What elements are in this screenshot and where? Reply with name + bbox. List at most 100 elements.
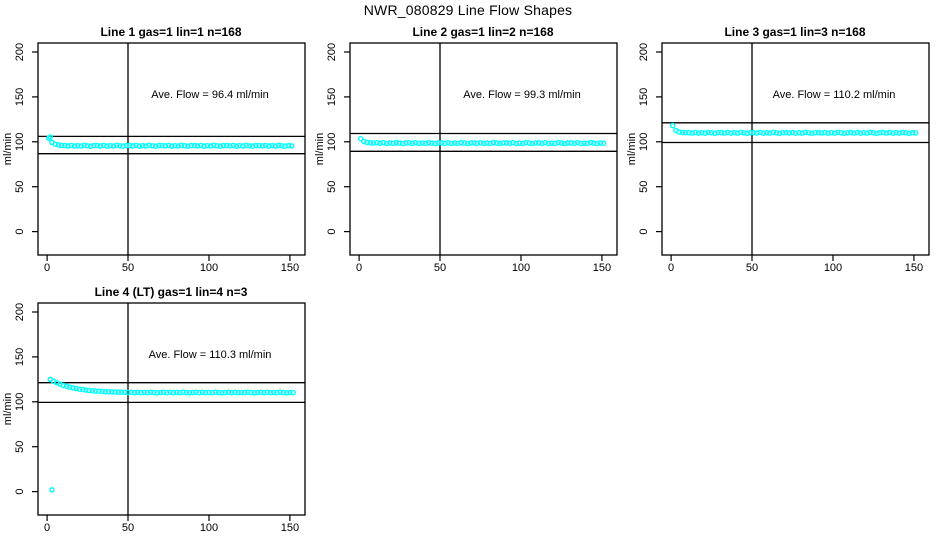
plot-box — [661, 42, 930, 256]
data-point — [818, 130, 825, 136]
x-tick-label: 50 — [122, 522, 134, 534]
data-point — [167, 389, 173, 396]
data-point — [254, 389, 261, 396]
data-point — [909, 129, 916, 136]
data-point — [867, 129, 873, 136]
data-point — [168, 143, 175, 149]
data-point — [115, 389, 122, 395]
data-point — [851, 130, 857, 136]
data-point — [240, 143, 246, 149]
x-tick-label: 150 — [905, 262, 923, 274]
data-point — [779, 129, 786, 136]
data-point — [594, 140, 600, 147]
data-point — [857, 130, 864, 136]
data-point — [65, 143, 71, 149]
data-point — [429, 140, 435, 146]
data-point — [278, 143, 285, 149]
data-point — [251, 390, 258, 396]
plot-box — [37, 42, 306, 256]
data-point — [721, 130, 728, 136]
data-point — [773, 130, 780, 136]
data-point — [261, 389, 267, 396]
data-point — [162, 143, 169, 149]
data-point — [62, 142, 68, 149]
data-point — [194, 143, 201, 149]
figure-title: NWR_080829 Line Flow Shapes — [363, 2, 573, 18]
data-point — [715, 129, 721, 136]
data-point — [705, 129, 712, 136]
data-point — [370, 140, 377, 146]
data-point — [75, 142, 81, 149]
y-tick-label: 0 — [326, 229, 338, 235]
data-point — [545, 140, 552, 147]
data-point — [786, 130, 793, 136]
data-point — [175, 143, 181, 149]
data-point — [232, 389, 238, 396]
data-point — [290, 389, 297, 396]
data-point — [522, 139, 529, 146]
y-tick-label: 150 — [326, 88, 338, 106]
data-point — [747, 129, 754, 136]
data-point — [138, 389, 144, 396]
data-point — [259, 143, 266, 149]
data-point — [94, 142, 101, 149]
y-tick-label: 0 — [638, 229, 650, 235]
data-point — [160, 389, 167, 396]
data-point — [542, 139, 549, 146]
data-point — [49, 486, 55, 493]
data-point — [63, 383, 70, 390]
data-point — [149, 143, 156, 149]
data-point — [244, 389, 251, 395]
data-point — [574, 139, 581, 146]
panel-title: Line 4 (LT) gas=1 lin=4 n=3 — [95, 285, 248, 299]
panel-line-4-plot: Line 4 (LT) gas=1 lin=4 n=3 Ave. Flow = … — [2, 285, 306, 534]
plot-area: 0 50 100 150 200 0 50 100 150 ml/min — [2, 302, 306, 534]
y-axis-label: ml/min — [314, 133, 326, 165]
data-point — [432, 140, 438, 147]
data-point — [490, 139, 497, 146]
data-point — [584, 140, 591, 147]
data-point — [847, 129, 854, 136]
data-point — [47, 134, 54, 140]
data-point — [877, 129, 883, 136]
data-point — [374, 140, 380, 146]
data-point — [676, 129, 683, 135]
data-point — [425, 139, 432, 146]
panel-title: Line 1 gas=1 lin=1 n=168 — [100, 25, 241, 39]
data-point — [60, 382, 67, 389]
data-point — [702, 130, 708, 136]
data-point — [870, 130, 877, 136]
data-point — [750, 129, 757, 136]
ave-flow-annotation: Ave. Flow = 96.4 ml/min — [151, 89, 268, 101]
data-point — [734, 130, 741, 136]
data-point — [277, 389, 284, 395]
data-point — [238, 389, 245, 396]
y-tick-label: 50 — [326, 181, 338, 193]
data-point — [66, 384, 73, 390]
data-point — [841, 130, 848, 137]
data-point — [152, 143, 159, 149]
data-point — [718, 129, 725, 136]
data-point — [204, 142, 211, 149]
data-point — [679, 129, 686, 136]
data-point — [686, 129, 692, 136]
y-tick-label: 100 — [14, 133, 26, 151]
y-tick-label: 0 — [14, 489, 26, 495]
data-point — [731, 129, 737, 136]
data-point — [461, 140, 468, 146]
data-point — [134, 389, 141, 396]
y-tick-label: 150 — [14, 348, 26, 366]
data-point — [445, 139, 451, 146]
data-point — [380, 139, 387, 146]
data-point — [52, 141, 59, 147]
data-point — [104, 143, 110, 149]
data-point — [193, 389, 199, 396]
data-point — [180, 389, 186, 395]
data-point — [220, 142, 227, 149]
data-point — [416, 140, 422, 147]
data-point — [760, 130, 767, 136]
data-point — [249, 143, 256, 149]
data-point — [422, 140, 429, 147]
data-point — [128, 389, 135, 396]
